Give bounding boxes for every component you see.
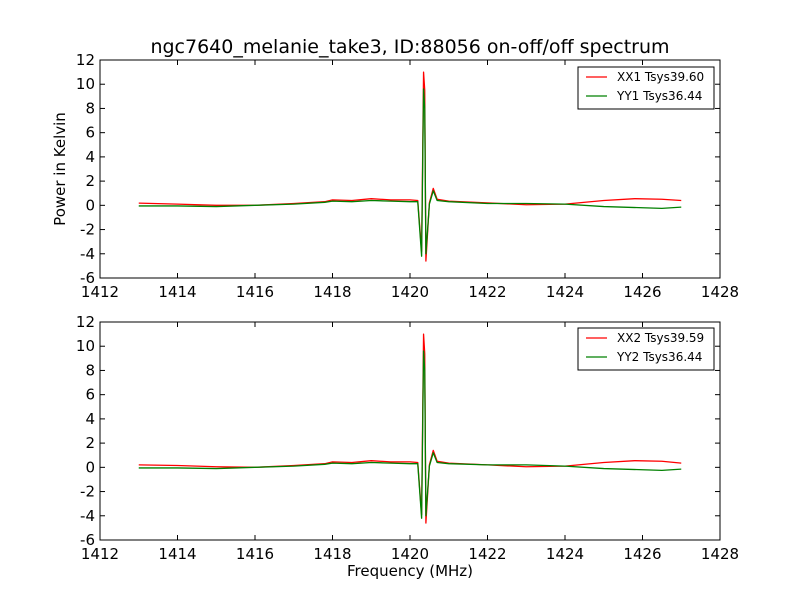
top-y-tick-label-1: -4 bbox=[80, 245, 95, 263]
top-x-tick-label-4: 1420 bbox=[391, 283, 429, 301]
top-x-tick-label-3: 1418 bbox=[313, 283, 351, 301]
top-x-tick-label-5: 1422 bbox=[468, 283, 506, 301]
bottom-y-tick-label-3: 0 bbox=[85, 458, 95, 476]
top-x-tick-label-2: 1416 bbox=[236, 283, 274, 301]
bottom-x-tick-label-1: 1414 bbox=[158, 545, 196, 563]
bottom-legend-box bbox=[577, 327, 715, 371]
bottom-legend: XX2 Tsys39.59 YY2 Tsys36.44 bbox=[577, 327, 715, 371]
bottom-y-tick-label-5: 4 bbox=[85, 410, 95, 428]
bottom-y-tick-label-7: 8 bbox=[85, 361, 95, 379]
bottom-plot-frame bbox=[99, 321, 721, 541]
bottom-x-tick-label-2: 1416 bbox=[236, 545, 274, 563]
top-x-tick-label-8: 1428 bbox=[701, 283, 739, 301]
bottom-x-tick-label-4: 1420 bbox=[391, 545, 429, 563]
top-y-tick-label-9: 12 bbox=[76, 51, 95, 69]
top-series-line-1 bbox=[138, 88, 682, 257]
top-panel: ngc7640_melanie_take3, ID:88056 on-off/o… bbox=[51, 36, 739, 301]
top-y-tick-label-2: -2 bbox=[80, 221, 95, 239]
x-axis-label: Frequency (MHz) bbox=[347, 562, 473, 580]
top-y-tick-label-7: 8 bbox=[85, 99, 95, 117]
top-legend-label-yy1: YY1 Tsys36.44 bbox=[616, 89, 702, 103]
bottom-y-tick-label-0: -6 bbox=[80, 531, 95, 549]
top-y-tick-label-6: 6 bbox=[85, 124, 95, 142]
top-y-tick-label-3: 0 bbox=[85, 196, 95, 214]
bottom-y-tick-label-2: -2 bbox=[80, 483, 95, 501]
top-y-tick-label-0: -6 bbox=[80, 269, 95, 287]
top-x-tick-label-6: 1424 bbox=[546, 283, 584, 301]
bottom-series-line-1 bbox=[138, 350, 682, 519]
bottom-panel: Frequency (MHz) 1412 1414 1416 1418 1420 1422… bbox=[76, 313, 739, 580]
top-x-tick-label-7: 1426 bbox=[623, 283, 661, 301]
bottom-y-tick-label-9: 12 bbox=[76, 313, 95, 331]
top-legend-label-xx1: XX1 Tsys39.60 bbox=[617, 70, 704, 84]
bottom-x-tick-label-0: 1412 bbox=[81, 545, 119, 563]
chart-title: ngc7640_melanie_take3, ID:88056 on-off/o… bbox=[150, 36, 669, 58]
top-legend-box bbox=[577, 66, 715, 110]
bottom-legend-label-xx2: XX2 Tsys39.59 bbox=[617, 331, 704, 345]
top-tick-layer: 1412 1414 1416 1418 1420 1422 1424 1426 1428 -6 -4… bbox=[76, 51, 739, 301]
bottom-tick-layer: 1412 1414 1416 1418 1420 1422 1424 1426 1428 -6 -4… bbox=[76, 313, 739, 563]
top-x-tick-label-1: 1414 bbox=[158, 283, 196, 301]
top-y-tick-label-8: 10 bbox=[76, 75, 95, 93]
top-series-layer bbox=[138, 71, 682, 262]
bottom-x-tick-label-6: 1424 bbox=[546, 545, 584, 563]
bottom-x-tick-label-3: 1418 bbox=[313, 545, 351, 563]
bottom-legend-label-yy2: YY2 Tsys36.44 bbox=[616, 350, 702, 364]
top-y-tick-label-5: 4 bbox=[85, 148, 95, 166]
top-x-tick-label-0: 1412 bbox=[81, 283, 119, 301]
bottom-y-tick-label-6: 6 bbox=[85, 386, 95, 404]
top-y-tick-label-4: 2 bbox=[85, 172, 95, 190]
top-plot-frame bbox=[99, 59, 721, 279]
bottom-x-tick-label-8: 1428 bbox=[701, 545, 739, 563]
bottom-x-tick-label-5: 1422 bbox=[468, 545, 506, 563]
y-axis-label: Power in Kelvin bbox=[51, 112, 69, 226]
bottom-x-tick-label-7: 1426 bbox=[623, 545, 661, 563]
bottom-y-tick-label-8: 10 bbox=[76, 337, 95, 355]
bottom-series-layer bbox=[138, 333, 682, 524]
bottom-y-tick-label-4: 2 bbox=[85, 434, 95, 452]
bottom-y-tick-label-1: -4 bbox=[80, 507, 95, 525]
top-legend: XX1 Tsys39.60 YY1 Tsys36.44 bbox=[577, 66, 715, 110]
